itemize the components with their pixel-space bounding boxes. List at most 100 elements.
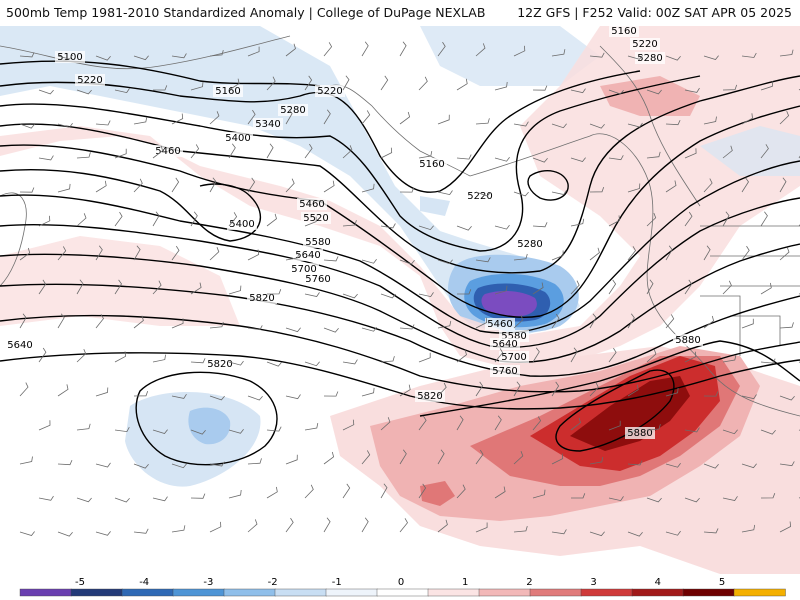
wind-barb xyxy=(722,211,730,227)
wind-barb xyxy=(76,213,87,227)
wind-barb xyxy=(361,387,375,397)
wind-barb xyxy=(114,88,130,94)
wind-barb xyxy=(703,463,719,469)
wind-barb xyxy=(285,454,298,465)
cold-anomaly-area xyxy=(420,26,600,86)
contour-line xyxy=(0,197,800,348)
wind-barb xyxy=(190,144,200,159)
wind-barb xyxy=(228,285,242,295)
wind-barb xyxy=(19,456,33,465)
contour-label: 5760 xyxy=(305,274,330,285)
wind-barb xyxy=(475,381,484,397)
wind-barb xyxy=(494,81,508,91)
wind-barb xyxy=(551,381,560,397)
wind-barb xyxy=(266,143,274,159)
wind-barb xyxy=(153,85,168,91)
wind-barb xyxy=(475,118,490,125)
wind-barb xyxy=(133,178,143,193)
wind-barb xyxy=(399,384,411,397)
wind-barb xyxy=(741,394,757,400)
contour-label-background xyxy=(5,339,35,351)
wind-barb xyxy=(285,327,301,333)
contour-line xyxy=(555,369,675,452)
wind-barb xyxy=(342,359,358,365)
wind-barb xyxy=(57,531,73,537)
wind-barb xyxy=(361,110,371,125)
wind-barb xyxy=(703,315,715,329)
wind-barb xyxy=(665,180,677,193)
wind-barb xyxy=(190,358,206,364)
contour-label-background xyxy=(223,132,253,144)
wind-barb xyxy=(646,497,662,503)
wind-barb xyxy=(228,212,238,227)
wind-barb xyxy=(247,177,256,193)
wind-barb xyxy=(323,180,335,193)
wind-barb xyxy=(532,347,540,363)
legend-swatch xyxy=(19,588,72,597)
wind-barb xyxy=(551,250,564,261)
wind-barb xyxy=(209,521,222,533)
wind-barb xyxy=(475,191,491,197)
wind-barb xyxy=(494,285,508,295)
wind-barb xyxy=(76,89,92,95)
wind-barb xyxy=(475,257,491,263)
wind-barb xyxy=(114,427,130,433)
wind-barb xyxy=(760,211,768,227)
wind-barb xyxy=(475,317,488,329)
wind-barb xyxy=(456,154,472,160)
wind-barb xyxy=(399,518,408,533)
wind-barb xyxy=(665,530,681,536)
wind-barb xyxy=(779,395,795,401)
wind-barb xyxy=(190,429,206,435)
wind-barb xyxy=(627,384,639,397)
contour-label-background xyxy=(289,263,319,275)
contour-label-background xyxy=(213,85,243,97)
contour-label-background xyxy=(315,85,345,97)
wind-barb xyxy=(722,355,737,363)
wind-barb xyxy=(570,218,585,227)
contour-line xyxy=(0,70,641,193)
legend-swatch xyxy=(70,588,123,597)
wind-barb xyxy=(361,326,377,332)
wind-barb xyxy=(361,183,375,193)
wind-barb xyxy=(133,528,149,534)
wind-barb xyxy=(703,178,713,193)
contour-label-background xyxy=(673,334,703,346)
contour-label: 5460 xyxy=(487,319,512,330)
contour-label: 5580 xyxy=(305,237,330,248)
wind-barb xyxy=(722,429,738,435)
wind-barb xyxy=(551,453,564,465)
contour-label: 5820 xyxy=(249,293,274,304)
wind-barb xyxy=(418,151,433,159)
wind-barb xyxy=(323,451,335,465)
wind-barb xyxy=(456,225,472,231)
wind-barb xyxy=(551,529,567,535)
contour-line xyxy=(0,75,701,252)
wind-barb xyxy=(513,381,521,397)
wind-barb xyxy=(779,322,794,329)
wind-barb xyxy=(722,84,738,91)
wind-barb xyxy=(589,186,605,193)
cold-anomaly-area xyxy=(420,196,450,216)
legend-tick-label: -4 xyxy=(139,577,149,588)
wind-barb xyxy=(627,122,643,128)
wind-barb xyxy=(589,313,597,329)
wind-barb xyxy=(380,223,396,229)
wind-barb xyxy=(532,489,546,499)
wind-barb xyxy=(399,259,415,265)
wind-barb xyxy=(760,144,769,159)
wind-barb xyxy=(209,461,225,467)
wind-barb xyxy=(323,517,331,533)
wind-barb xyxy=(741,463,757,469)
wind-barb xyxy=(703,528,719,534)
cold-anomaly-area xyxy=(481,290,537,317)
wind-barb xyxy=(342,293,358,299)
wind-barb xyxy=(703,116,717,125)
legend-tick-label: 4 xyxy=(655,577,661,588)
wind-barb xyxy=(285,178,295,193)
wind-barb xyxy=(133,390,149,397)
wind-barb xyxy=(285,43,296,57)
wind-barb xyxy=(741,52,757,58)
wind-barb xyxy=(627,460,643,466)
wind-barb xyxy=(133,55,149,61)
